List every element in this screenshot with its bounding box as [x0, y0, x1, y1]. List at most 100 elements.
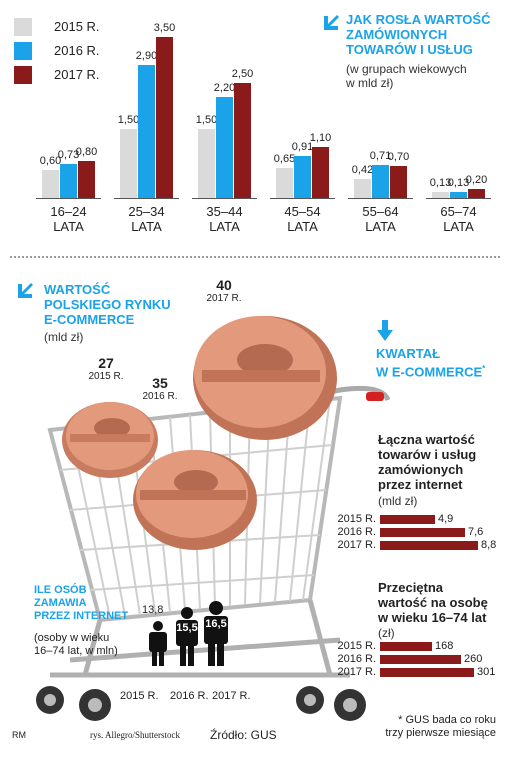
- bar: [380, 528, 465, 537]
- age-group-label-line: LATA: [131, 219, 162, 234]
- bar: [120, 129, 137, 198]
- ecommerce-value-2017: 40 2017 R.: [206, 277, 242, 305]
- legend-swatch: [14, 18, 32, 36]
- per-person-title: Przeciętna wartość na osobę w wieku 16–7…: [378, 580, 488, 625]
- age-group-label-line: 65–74: [440, 204, 477, 219]
- age-group-label-line: LATA: [365, 219, 396, 234]
- baseline: [426, 198, 491, 199]
- bar-value-label: 0,13: [429, 177, 452, 189]
- people-value-2017: 16,5: [205, 618, 227, 630]
- ecommerce-value-2016: 35 2016 R.: [142, 375, 178, 403]
- year-label: 2017 R.: [337, 666, 376, 678]
- bar: [380, 655, 461, 664]
- bar: [138, 65, 155, 198]
- legend-swatch: [14, 66, 32, 84]
- people-value-2016: 15,5: [176, 622, 198, 634]
- age-group-label: 65–74 LATA: [424, 204, 494, 234]
- footnote: * GUS bada co roku trzy pierwsze miesiąc…: [385, 714, 496, 739]
- bar-value-label: 0,42: [351, 164, 374, 176]
- bar-value-label: 4,9: [438, 513, 454, 525]
- age-group-label: 45–54 LATA: [268, 204, 338, 234]
- author-initials: RM: [12, 730, 26, 740]
- legend-label: 2015 R.: [54, 19, 100, 34]
- ecommerce-title: WARTOŚĆ POLSKIEGO RYNKU E-COMMERCE: [44, 282, 171, 327]
- year-label: 2016 R.: [337, 653, 376, 665]
- arrow-down-icon: [377, 320, 393, 341]
- baseline: [114, 198, 179, 199]
- bar: [276, 168, 293, 198]
- separator: [10, 256, 500, 258]
- bar-value-label: 2,90: [135, 50, 158, 62]
- age-group-label: 25–34 LATA: [112, 204, 182, 234]
- bar: [198, 129, 215, 198]
- bar: [390, 166, 407, 198]
- age-group-label-line: LATA: [53, 219, 84, 234]
- total-value-unit: (mld zł): [378, 494, 418, 508]
- age-group-label-line: 25–34: [128, 204, 165, 219]
- person-icon: [176, 607, 198, 666]
- bar-value-label: 3,50: [153, 22, 176, 34]
- year-label: 2017 R.: [337, 539, 376, 551]
- bar-value-label: 8,8: [481, 539, 497, 551]
- bar: [294, 156, 311, 198]
- bar: [432, 192, 449, 198]
- bar: [372, 165, 389, 198]
- bar-value-label: 0,71: [369, 150, 392, 162]
- age-group-label: 35–44 LATA: [190, 204, 260, 234]
- age-group-label-line: 45–54: [284, 204, 321, 219]
- bar-value-label: 0,13: [447, 177, 470, 189]
- bar: [312, 147, 329, 198]
- bar: [450, 192, 467, 198]
- shopping-cart-illustration: [36, 316, 390, 721]
- age-group-label-line: LATA: [443, 219, 474, 234]
- age-group-label-line: 55–64: [362, 204, 399, 219]
- ecommerce-unit: (mld zł): [44, 330, 84, 344]
- per-person-unit: (zł): [378, 626, 395, 640]
- bar-value-label: 2,20: [213, 82, 236, 94]
- age-group-label-line: 35–44: [206, 204, 243, 219]
- age-group-label-line: LATA: [287, 219, 318, 234]
- ecommerce-letter-2017: [193, 316, 337, 440]
- bar: [78, 161, 95, 198]
- bar: [468, 189, 485, 198]
- baseline: [192, 198, 257, 199]
- person-icon: [204, 601, 228, 666]
- bar-value-label: 0,70: [387, 151, 410, 163]
- people-year-2015: 2015 R.: [120, 690, 159, 702]
- bar: [380, 668, 474, 677]
- source-note: Źródło: GUS: [210, 728, 277, 742]
- image-credit: rys. Allegro/Shutterstock: [90, 730, 180, 740]
- people-year-2016: 2016 R.: [170, 690, 209, 702]
- chart1-subtitle: (w grupach wiekowych w mld zł): [346, 62, 467, 90]
- bar: [380, 642, 432, 651]
- bar: [380, 515, 435, 524]
- legend-label: 2016 R.: [54, 43, 100, 58]
- people-value-2015-label: 13,8: [142, 604, 164, 616]
- bar-value-label: 168: [435, 640, 454, 652]
- bar: [42, 170, 59, 198]
- bar-value-label: 1,50: [117, 114, 140, 126]
- baseline: [36, 198, 101, 199]
- bar-value-label: 1,50: [195, 114, 218, 126]
- bar-value-label: 0,60: [39, 155, 62, 167]
- age-group-label: 55–64 LATA: [346, 204, 416, 234]
- bar-value-label: 7,6: [468, 526, 484, 538]
- baseline: [270, 198, 335, 199]
- year-label: 2016 R.: [337, 526, 376, 538]
- bar: [60, 164, 77, 198]
- bar-value-label: 1,10: [309, 132, 332, 144]
- year-label: 2015 R.: [337, 513, 376, 525]
- bar-value-label: 301: [477, 666, 496, 678]
- bar-value-label: 260: [464, 653, 483, 665]
- chart1-title: JAK ROSŁA WARTOŚĆ ZAMÓWIONYCH TOWARÓW I …: [346, 12, 491, 57]
- ecommerce-value-2015: 27 2015 R.: [88, 355, 124, 383]
- bar-value-label: 0,65: [273, 153, 296, 165]
- bar: [380, 541, 478, 550]
- legend-label: 2017 R.: [54, 67, 100, 82]
- bar-value-label: 0,20: [465, 174, 488, 186]
- bar-value-label: 0,91: [291, 141, 314, 153]
- person-icon: [149, 621, 167, 666]
- age-group-label: 16–24 LATA: [34, 204, 104, 234]
- ecommerce-letter-2015: [62, 402, 158, 478]
- people-title: ILE OSÓB ZAMAWIA PRZEZ INTERNET: [34, 584, 129, 622]
